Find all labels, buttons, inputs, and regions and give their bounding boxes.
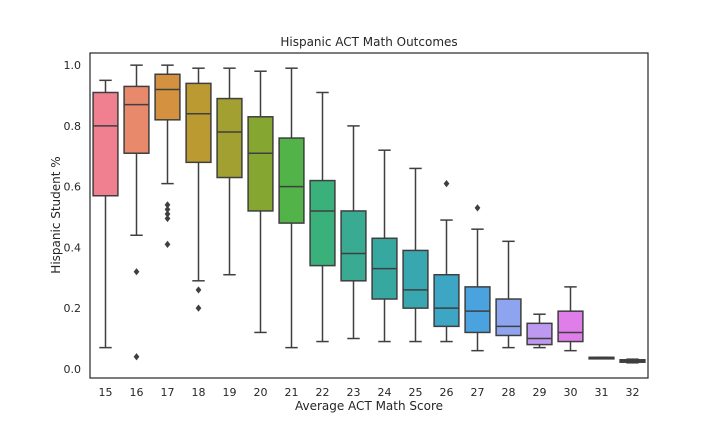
outlier-point [164,240,171,248]
y-tick-label: 1.0 [64,59,82,72]
x-tick-label: 22 [316,386,330,399]
x-axis-title: Average ACT Math Score [295,399,443,413]
x-tick-label: 24 [378,386,392,399]
x-tick-label: 29 [533,386,547,399]
box-iqr [495,298,522,337]
box-group-20 [247,70,274,334]
box-iqr [464,286,491,334]
box-group-29 [526,313,553,349]
x-tick-label: 28 [502,386,516,399]
box-group-21 [278,67,305,349]
y-tick-label: 0.2 [64,302,82,315]
box-iqr [340,210,367,282]
outlier-point [133,268,140,276]
outlier-point [164,214,171,223]
y-tick-label: 0.8 [64,120,82,133]
box-group-32 [619,358,646,364]
box-iqr [402,249,429,309]
box-iqr [154,73,181,121]
box-iqr [526,322,553,346]
x-tick-label: 25 [409,386,423,399]
x-tick-label: 16 [130,386,144,399]
box-group-27 [464,204,491,352]
x-tick-label: 17 [161,386,175,399]
box-group-15 [92,79,119,349]
box-iqr [309,179,336,267]
plot-area-frame [89,52,649,379]
box-group-26 [433,180,460,343]
outlier-point [474,204,481,212]
box-iqr [92,91,119,197]
box-group-31 [588,356,615,360]
outlier-point [133,353,140,361]
box-group-17 [154,64,181,248]
outlier-point [164,210,171,218]
boxes-layer [92,64,646,364]
box-iqr [185,82,212,164]
box-iqr [247,116,274,212]
outlier-point [195,286,202,294]
box-iqr [216,97,243,179]
box-group-30 [557,286,584,352]
outlier-point [164,205,171,214]
box-group-22 [309,91,336,343]
box-group-18 [185,67,212,312]
x-tick-label: 30 [564,386,578,399]
box-group-19 [216,67,243,276]
box-group-28 [495,240,522,349]
y-ticks: 0.0 0.2 0.4 0.6 0.8 1.0 [64,59,82,376]
x-tick-label: 20 [254,386,268,399]
box-iqr [278,137,305,224]
y-tick-label: 0.6 [64,181,82,194]
box-group-25 [402,167,429,343]
y-axis-title: Hispanic Student % [49,156,63,273]
x-tick-label: 26 [440,386,454,399]
box-group-16 [123,64,150,361]
box-iqr [123,85,150,154]
x-tick-label: 21 [285,386,299,399]
outlier-point [195,304,202,312]
box-group-24 [371,149,398,343]
x-tick-label: 27 [471,386,485,399]
x-tick-label: 19 [223,386,237,399]
outlier-point [443,180,450,188]
x-tick-label: 18 [192,386,206,399]
outlier-point [164,201,171,209]
x-tick-label: 32 [626,386,640,399]
box-group-23 [340,125,367,340]
chart-title: Hispanic ACT Math Outcomes [280,35,457,49]
box-iqr [557,310,584,343]
y-tick-label: 0.4 [64,241,82,254]
x-ticks: 15 16 17 18 19 20 21 22 23 24 25 26 27 28 29 30 31 32 [99,386,640,399]
x-tick-label: 23 [347,386,361,399]
box-iqr [433,273,460,328]
x-tick-label: 15 [99,386,113,399]
x-tick-label: 31 [595,386,609,399]
y-tick-label: 0.0 [64,363,82,376]
